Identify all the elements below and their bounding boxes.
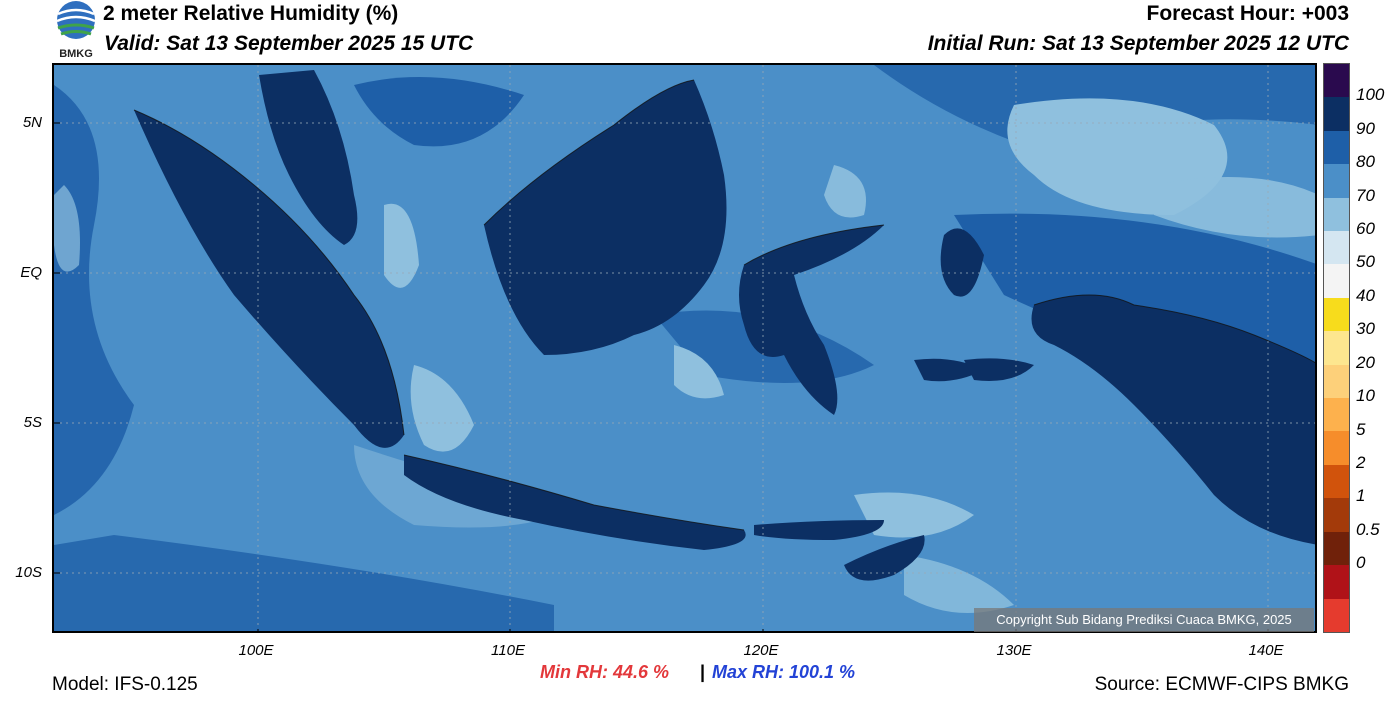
colorbar-segment (1324, 364, 1349, 399)
colorbar-segment (1324, 431, 1349, 465)
colorbar-label: 30 (1356, 319, 1375, 339)
humidity-map (52, 63, 1317, 633)
colorbar-segment (1324, 498, 1349, 532)
bmkg-logo (52, 0, 100, 62)
lon-label-100e: 100E (238, 642, 274, 659)
logo-label: BMKG (59, 48, 93, 60)
colorbar-label: 100 (1356, 85, 1385, 105)
colorbar-label: 5 (1356, 419, 1366, 439)
rh-separator: | (700, 662, 706, 682)
lat-label-eq: EQ (20, 264, 42, 281)
colorbar-label: 0.5 (1356, 519, 1380, 539)
colorbar-segment (1324, 398, 1349, 432)
lat-label-5s: 5S (23, 414, 42, 431)
colorbar-label: 50 (1356, 252, 1375, 272)
colorbar-segment (1324, 331, 1349, 365)
lon-label-130e: 130E (996, 642, 1032, 659)
colorbar-label: 10 (1356, 386, 1375, 406)
colorbar-label: 2 (1356, 452, 1366, 472)
colorbar-segment (1324, 231, 1349, 265)
colorbar-label: 40 (1356, 285, 1375, 305)
lon-label-110e: 110E (491, 642, 525, 659)
colorbar-label: 90 (1356, 118, 1375, 138)
colorbar-segment (1324, 464, 1349, 499)
colorbar-segment (1324, 64, 1349, 98)
initial-run: Initial Run: Sat 13 September 2025 12 UT… (927, 32, 1349, 55)
forecast-hour: Forecast Hour: +003 (1146, 2, 1350, 25)
max-rh: Max RH: 100.1 % (712, 662, 856, 682)
colorbar-segment (1324, 297, 1349, 332)
colorbar-segment (1324, 97, 1349, 131)
colorbar-segment (1324, 130, 1349, 165)
source-label: Source: ECMWF-CIPS BMKG (1094, 674, 1349, 695)
colorbar-segment (1324, 598, 1349, 632)
colorbar-segment (1324, 197, 1349, 232)
colorbar-segment (1324, 565, 1349, 599)
colorbar-segment (1324, 531, 1349, 566)
colorbar-label: 80 (1356, 152, 1375, 172)
lon-label-140e: 140E (1248, 642, 1284, 659)
colorbar-segment (1324, 164, 1349, 198)
lat-label-10s: 10S (15, 564, 42, 581)
colorbar-segment (1324, 264, 1349, 298)
colorbar-label: 70 (1356, 185, 1375, 205)
map-canvas (54, 65, 1315, 631)
colorbar-label: 1 (1356, 486, 1366, 506)
valid-time: Valid: Sat 13 September 2025 15 UTC (104, 32, 474, 55)
model-label: Model: IFS-0.125 (52, 674, 198, 695)
copyright-notice: Copyright Sub Bidang Prediksi Cuaca BMKG… (974, 608, 1314, 632)
lon-label-120e: 120E (743, 642, 779, 659)
colorbar-label: 0 (1356, 553, 1366, 573)
colorbar (1323, 63, 1350, 633)
chart-title: 2 meter Relative Humidity (%) (103, 2, 399, 25)
min-rh: Min RH: 44.6 % (540, 662, 670, 682)
colorbar-label: 60 (1356, 219, 1375, 239)
colorbar-label: 20 (1356, 352, 1375, 372)
lat-label-5n: 5N (22, 114, 42, 131)
